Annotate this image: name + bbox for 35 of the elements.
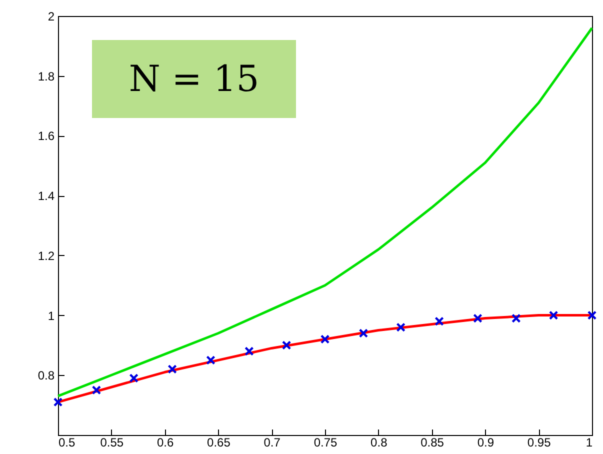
point: [512, 314, 521, 323]
point: [282, 340, 292, 350]
point: [320, 334, 330, 344]
point: [129, 374, 138, 383]
y-tick-label: 1.4: [38, 189, 55, 204]
x-tick-label: 0.9: [477, 436, 494, 450]
point: [358, 328, 368, 338]
x-tick-label: 0.7: [264, 436, 281, 450]
y-tick-label: 2: [48, 10, 55, 24]
y-tick-label: 1: [48, 308, 55, 323]
x-tick-label: 0.75: [314, 436, 338, 450]
point: [473, 314, 482, 323]
y-tick-label: 1.2: [38, 248, 55, 263]
line-series: [56, 26, 594, 398]
point: [206, 356, 216, 365]
x-tick-label: 0.85: [420, 436, 444, 450]
point: [396, 322, 406, 332]
y-tick-label: 0.8: [38, 368, 55, 383]
x-tick-label: 0.8: [370, 436, 388, 450]
point: [92, 385, 102, 395]
x-tick-label: 0.6: [156, 436, 174, 450]
annotation: N = 15: [92, 40, 296, 118]
point: [548, 310, 558, 320]
y-tick-label: 1.8: [38, 69, 55, 84]
point: [53, 397, 63, 407]
point: [168, 364, 177, 374]
point: [587, 310, 597, 320]
point: [244, 346, 254, 356]
x-tick-label: 0.65: [207, 436, 231, 450]
x-tick-label: 0.55: [100, 436, 124, 450]
y-tick-label: 1.6: [38, 129, 55, 144]
x-tick-label: 1: [586, 436, 593, 450]
x-tick-label: 0.95: [527, 436, 552, 450]
point: [434, 316, 444, 326]
x-tick-label: 0.5: [58, 436, 76, 450]
